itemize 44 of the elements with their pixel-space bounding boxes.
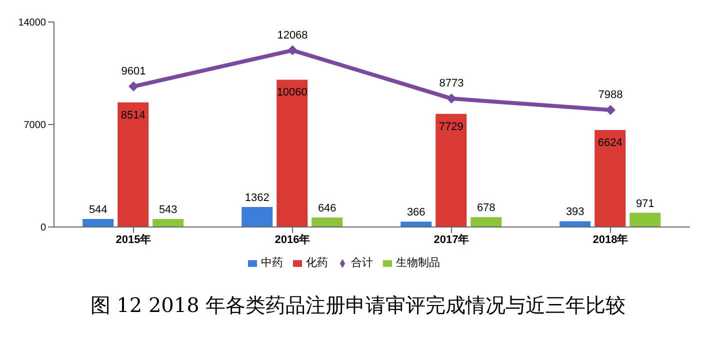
x-tick-label: 2018年 xyxy=(592,232,628,246)
data-label: 678 xyxy=(476,202,496,214)
y-tick-label: 14000 xyxy=(18,18,46,29)
point xyxy=(288,45,298,56)
bar xyxy=(470,217,502,227)
point xyxy=(128,81,138,92)
legend-label: 化药 xyxy=(306,257,328,269)
bar xyxy=(312,218,343,227)
data-label: 1362 xyxy=(244,192,270,204)
bar xyxy=(242,207,273,227)
bar xyxy=(82,219,114,227)
data-label: 543 xyxy=(158,204,178,216)
data-label: 9601 xyxy=(121,65,146,78)
bar xyxy=(560,221,591,227)
data-label: 971 xyxy=(636,198,654,210)
y-tick-label: 0 xyxy=(40,222,46,234)
text: 图 12 2018 年各类药品注册申请审评完成情况与近三年比较 xyxy=(89,292,627,319)
data-label: 12068 xyxy=(277,29,308,42)
data-label: 366 xyxy=(406,206,426,219)
x-tick-label: 2017年 xyxy=(434,232,470,246)
legend-label: 合计 xyxy=(351,257,373,269)
x-tick-label: 2015年 xyxy=(116,232,152,246)
point xyxy=(606,105,616,116)
data-label: 646 xyxy=(318,202,336,215)
legend-label: 中药 xyxy=(261,257,283,269)
data-label: 544 xyxy=(88,204,108,216)
bar xyxy=(118,102,149,227)
data-label: 7988 xyxy=(598,89,623,102)
bar xyxy=(276,80,308,227)
data-label: 393 xyxy=(566,206,584,218)
bar xyxy=(594,130,626,227)
data-label: 8514 xyxy=(120,109,146,122)
y-tick-label: 7000 xyxy=(24,120,46,132)
data-label: 8773 xyxy=(439,78,464,90)
bar xyxy=(630,212,661,227)
bar xyxy=(152,219,184,227)
data-label: 10060 xyxy=(276,86,308,99)
data-label: 6624 xyxy=(598,137,622,150)
data-label: 7729 xyxy=(438,120,464,133)
bar xyxy=(436,114,467,227)
x-tick-label: 2016年 xyxy=(274,232,310,246)
bar xyxy=(400,222,432,227)
legend-label: 生物制品 xyxy=(396,257,440,269)
point xyxy=(446,94,456,104)
